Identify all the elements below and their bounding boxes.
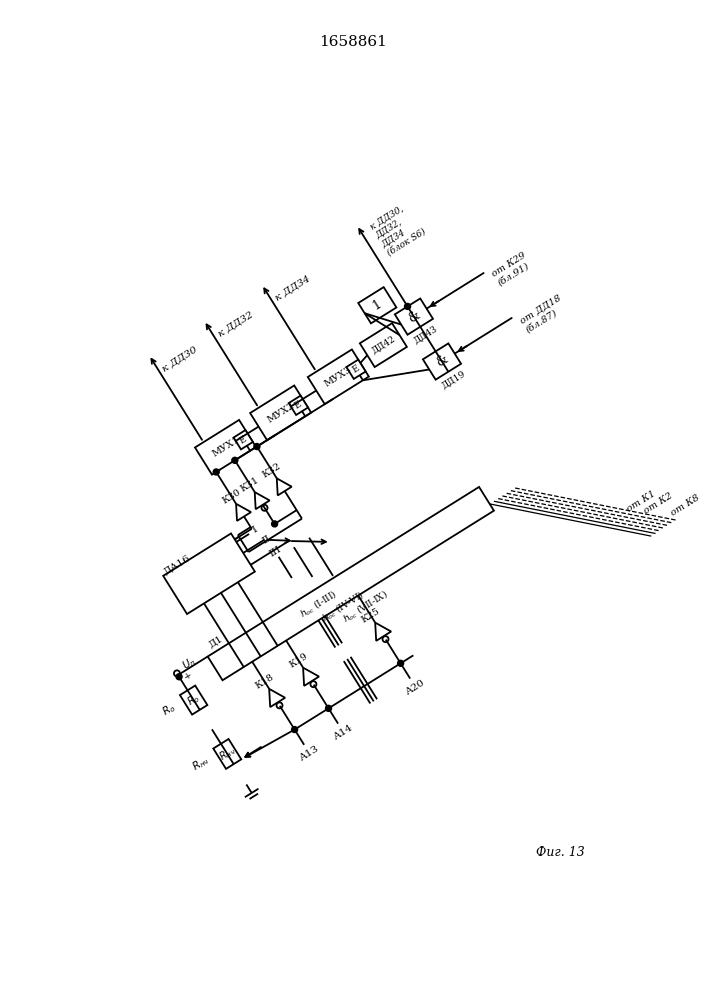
Polygon shape bbox=[180, 686, 207, 715]
Text: I: I bbox=[250, 525, 259, 534]
Polygon shape bbox=[250, 385, 311, 440]
Polygon shape bbox=[195, 420, 256, 475]
Text: Фиг. 13: Фиг. 13 bbox=[536, 846, 585, 858]
Text: МУХ2: МУХ2 bbox=[265, 401, 296, 425]
Circle shape bbox=[397, 660, 404, 666]
Text: II: II bbox=[261, 534, 273, 546]
Text: Д1: Д1 bbox=[207, 634, 225, 650]
Text: E: E bbox=[293, 400, 303, 411]
Text: $R_о$: $R_о$ bbox=[185, 691, 203, 709]
Text: А13: А13 bbox=[298, 744, 321, 763]
Text: $R_{нч}$: $R_{нч}$ bbox=[216, 744, 238, 764]
Polygon shape bbox=[214, 739, 241, 769]
Text: от К8: от К8 bbox=[670, 493, 701, 518]
Circle shape bbox=[232, 457, 238, 463]
Text: от К2: от К2 bbox=[642, 491, 674, 516]
Text: E: E bbox=[238, 434, 248, 445]
Text: от К1: от К1 bbox=[625, 489, 658, 513]
Polygon shape bbox=[276, 478, 292, 495]
Text: $h_{ос}$ (VII-IX): $h_{ос}$ (VII-IX) bbox=[340, 587, 390, 625]
Circle shape bbox=[254, 444, 260, 450]
Polygon shape bbox=[375, 623, 391, 641]
Text: +: + bbox=[182, 670, 194, 682]
Text: ДД19: ДД19 bbox=[440, 369, 467, 390]
Polygon shape bbox=[236, 504, 251, 521]
Text: К30: К30 bbox=[221, 487, 243, 505]
Text: $R_о$: $R_о$ bbox=[160, 701, 179, 719]
Polygon shape bbox=[308, 349, 369, 404]
Polygon shape bbox=[395, 298, 433, 335]
Text: ДД43: ДД43 bbox=[411, 324, 438, 345]
Text: $R_{нч}$: $R_{нч}$ bbox=[189, 753, 212, 774]
Text: ДА16: ДА16 bbox=[162, 553, 192, 576]
Text: А14: А14 bbox=[332, 723, 355, 742]
Text: МУХ3: МУХ3 bbox=[323, 365, 354, 389]
Text: к ДД34: к ДД34 bbox=[274, 274, 312, 303]
Polygon shape bbox=[303, 668, 319, 686]
Text: К32: К32 bbox=[261, 462, 283, 480]
Polygon shape bbox=[346, 360, 366, 379]
Text: $h_{ос}$ (IV-VI): $h_{ос}$ (IV-VI) bbox=[320, 588, 367, 624]
Text: ДД42: ДД42 bbox=[370, 334, 397, 356]
Polygon shape bbox=[360, 323, 407, 367]
Text: от К29
(бл.91): от К29 (бл.91) bbox=[490, 251, 533, 287]
Polygon shape bbox=[269, 689, 285, 707]
Text: $U_п$: $U_п$ bbox=[180, 654, 199, 673]
Polygon shape bbox=[358, 287, 397, 323]
Text: 1658861: 1658861 bbox=[319, 35, 387, 49]
Text: III: III bbox=[268, 544, 284, 559]
Text: А20: А20 bbox=[404, 678, 427, 696]
Circle shape bbox=[291, 727, 298, 733]
Text: К19: К19 bbox=[288, 652, 310, 670]
Text: к ДД32: к ДД32 bbox=[216, 310, 255, 339]
Circle shape bbox=[271, 521, 278, 527]
Polygon shape bbox=[423, 343, 461, 380]
Polygon shape bbox=[255, 492, 269, 509]
Polygon shape bbox=[208, 487, 494, 680]
Circle shape bbox=[404, 303, 411, 309]
Polygon shape bbox=[233, 430, 253, 449]
Polygon shape bbox=[288, 396, 308, 415]
Text: МУХ1: МУХ1 bbox=[210, 435, 241, 459]
Polygon shape bbox=[163, 533, 255, 614]
Text: от ДД18
(бл.87): от ДД18 (бл.87) bbox=[518, 293, 568, 334]
Text: $h_{ос}$ (I-III): $h_{ос}$ (I-III) bbox=[297, 586, 339, 620]
Text: К18: К18 bbox=[254, 673, 276, 691]
Text: &: & bbox=[434, 353, 450, 370]
Text: 1: 1 bbox=[370, 298, 384, 313]
Text: к ДД30: к ДД30 bbox=[161, 345, 199, 373]
Circle shape bbox=[325, 705, 332, 711]
Text: к ДД30,
ДД32,
ДД34
(блок S6): к ДД30, ДД32, ДД34 (блок S6) bbox=[369, 201, 427, 258]
Circle shape bbox=[214, 469, 219, 475]
Text: К31: К31 bbox=[239, 475, 261, 494]
Circle shape bbox=[176, 674, 182, 680]
Text: E: E bbox=[351, 364, 361, 375]
Text: &: & bbox=[406, 308, 422, 325]
Text: К25: К25 bbox=[360, 607, 382, 625]
